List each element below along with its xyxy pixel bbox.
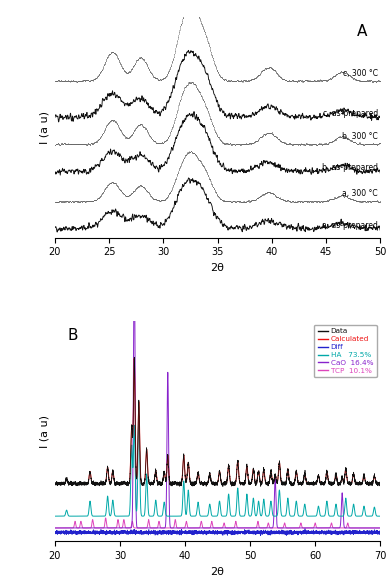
Y-axis label: I (a u): I (a u)	[39, 111, 49, 144]
Legend: Data, Calculated, Diff, HA   73.5%, CaO  16.4%, TCP  10.1%: Data, Calculated, Diff, HA 73.5%, CaO 16…	[314, 325, 377, 377]
X-axis label: 2θ: 2θ	[211, 566, 225, 577]
Text: A: A	[357, 24, 367, 39]
Text: b, 300 °C: b, 300 °C	[342, 132, 378, 141]
Y-axis label: I (a u): I (a u)	[39, 415, 49, 448]
Text: B: B	[68, 328, 78, 343]
Text: c, 300 °C: c, 300 °C	[343, 69, 378, 78]
Text: a, as-prepared: a, as-prepared	[322, 221, 378, 230]
Text: a, 300 °C: a, 300 °C	[343, 189, 378, 198]
Text: c, as-prepared: c, as-prepared	[323, 109, 378, 118]
X-axis label: 2θ: 2θ	[211, 263, 225, 273]
Text: b, as-prepared: b, as-prepared	[322, 164, 378, 172]
